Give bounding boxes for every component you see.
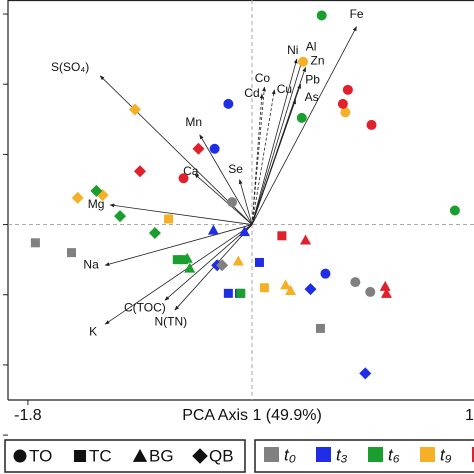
- loading-vector: [251, 93, 264, 225]
- loading-vector: [251, 57, 304, 225]
- point: [316, 10, 327, 21]
- vector-label: Mg: [88, 197, 105, 211]
- legend-swatch: [264, 447, 279, 462]
- legend-swatch: [368, 447, 383, 462]
- loading-vector: [194, 173, 253, 225]
- point: [66, 248, 76, 258]
- point: [178, 173, 189, 184]
- point: [181, 252, 193, 263]
- legend-marker: [13, 449, 27, 463]
- vector-label: As: [305, 90, 319, 104]
- legend-label: t₀: [284, 445, 296, 464]
- legend-marker: [74, 450, 86, 462]
- loading-vector: [251, 86, 266, 225]
- point: [280, 279, 292, 290]
- point: [304, 283, 317, 296]
- vector-label: Mn: [185, 115, 202, 129]
- point: [296, 112, 307, 123]
- loading-vector: [104, 224, 253, 325]
- point: [114, 210, 127, 223]
- point: [449, 205, 460, 216]
- point: [320, 268, 331, 279]
- vector-label: Na: [83, 257, 99, 271]
- loading-vector: [251, 99, 296, 225]
- x-axis-label: PCA Axis 1 (49.9%): [182, 407, 322, 424]
- x-tick-label: -1.8: [14, 407, 42, 424]
- loading-vector: [164, 224, 253, 301]
- legend-label: TO: [29, 446, 52, 465]
- legend-label: t₆: [388, 445, 400, 464]
- vector-label: Ni: [287, 43, 298, 57]
- point: [227, 197, 238, 208]
- loading-vector: [199, 134, 253, 225]
- point: [315, 323, 325, 333]
- vector-label: Fe: [350, 7, 364, 21]
- vector-label: Se: [228, 162, 243, 176]
- point: [342, 84, 353, 95]
- point: [216, 259, 229, 272]
- point: [223, 288, 233, 298]
- legend-label: BG: [149, 446, 174, 465]
- point: [184, 262, 196, 273]
- vector-label: Pb: [305, 72, 320, 86]
- point: [30, 238, 40, 248]
- vector-label: K: [89, 324, 97, 338]
- vector-label: S(SO₄): [51, 60, 89, 74]
- point: [133, 165, 146, 178]
- loading-vector: [99, 75, 253, 225]
- point: [90, 184, 103, 197]
- legend-swatch: [420, 447, 435, 462]
- point: [298, 56, 309, 67]
- vector-label: Zn: [311, 54, 325, 68]
- time-legend-box: [254, 439, 474, 473]
- point: [192, 142, 205, 155]
- loading-vector: [104, 224, 253, 266]
- legend-marker: [132, 448, 148, 462]
- point: [380, 287, 392, 298]
- point: [236, 288, 246, 298]
- point: [172, 255, 182, 265]
- point: [232, 255, 244, 266]
- point: [259, 283, 269, 293]
- loading-vector: [251, 26, 357, 225]
- loading-vector: [251, 58, 298, 225]
- shape-legend-box: [4, 439, 246, 473]
- point: [337, 98, 348, 109]
- vector-label: Co: [255, 71, 271, 85]
- point: [285, 285, 297, 296]
- loading-vector: [238, 179, 253, 225]
- point: [350, 277, 361, 288]
- point: [366, 119, 377, 130]
- legend-label: t₃: [336, 445, 348, 464]
- legend-swatch: [316, 447, 331, 462]
- vector-label: N(TN): [154, 314, 187, 328]
- point: [254, 257, 264, 267]
- x-tick-label: 1.8: [465, 407, 474, 424]
- point: [365, 286, 376, 297]
- legend-label: QB: [209, 446, 234, 465]
- legend-label: t₉: [440, 445, 452, 464]
- legend-marker: [192, 448, 208, 464]
- point: [71, 191, 84, 204]
- point: [223, 98, 234, 109]
- point: [379, 280, 391, 291]
- point: [277, 231, 287, 241]
- point: [164, 214, 174, 224]
- loading-vector: [109, 203, 253, 225]
- point: [340, 107, 351, 118]
- point: [207, 224, 219, 235]
- point: [148, 226, 161, 239]
- point: [300, 234, 312, 245]
- point: [128, 103, 141, 116]
- vector-label: Cu: [277, 82, 292, 96]
- point: [239, 226, 251, 237]
- point: [359, 367, 372, 380]
- legend-swatch: [472, 447, 474, 462]
- loading-vector: [251, 89, 276, 225]
- vector-label: Cd: [244, 86, 259, 100]
- legend-label: TC: [89, 446, 112, 465]
- vector-label: Al: [306, 40, 317, 54]
- point: [209, 143, 220, 154]
